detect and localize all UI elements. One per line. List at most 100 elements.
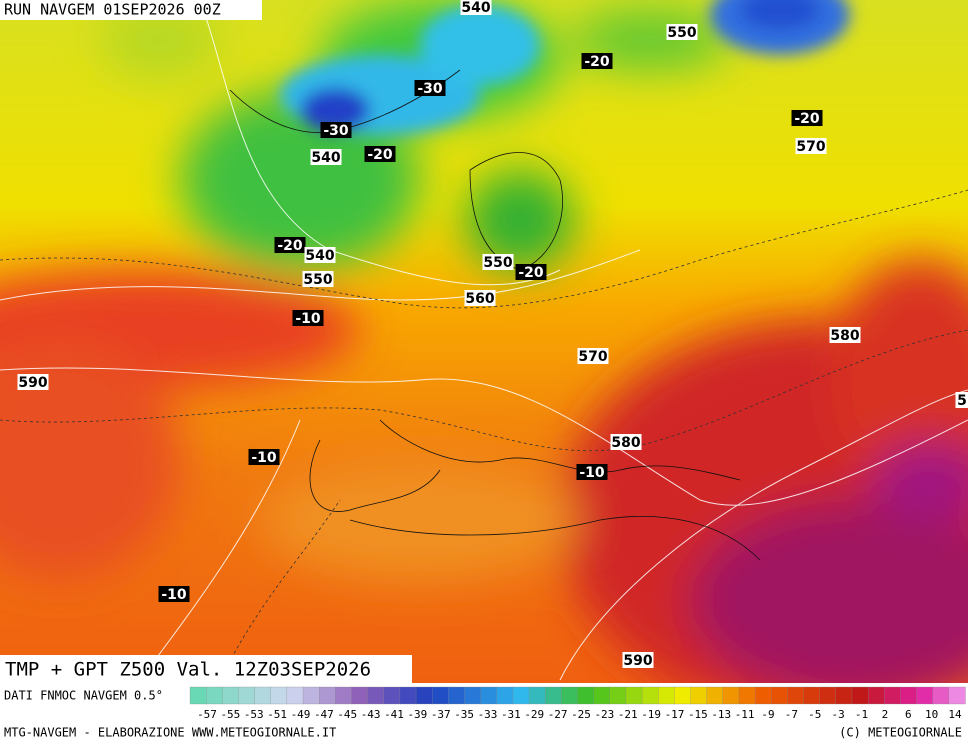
legend-swatch: [916, 686, 934, 705]
legend-tick-label: 2: [882, 708, 889, 721]
legend-swatch: [803, 686, 821, 705]
footer-left: MTG-NAVGEM - ELABORAZIONE WWW.METEOGIORN…: [4, 726, 336, 740]
legend-swatch: [867, 686, 885, 705]
legend-swatch: [545, 686, 563, 705]
legend-swatch: [658, 686, 676, 705]
contour-label: -20: [277, 238, 303, 254]
legend-swatch: [189, 686, 207, 705]
legend-swatch: [238, 686, 256, 705]
legend-swatch: [835, 686, 853, 705]
contour-label: 580: [611, 435, 640, 451]
legend-tick-label: -23: [594, 708, 614, 721]
legend-swatch: [738, 686, 756, 705]
contour-label: -20: [794, 111, 820, 127]
legend-swatch: [706, 686, 724, 705]
contour-label-box: [666, 24, 698, 40]
legend-tick-label: -45: [337, 708, 357, 721]
contour-label-box: [310, 149, 342, 165]
contour-label-box: [460, 0, 492, 15]
title-box: [0, 655, 412, 683]
legend-tick-label: 10: [925, 708, 938, 721]
legend-swatch: [464, 686, 482, 705]
legend-tick-label: -21: [618, 708, 638, 721]
legend-swatch: [383, 686, 401, 705]
contour-label-box: [581, 53, 613, 69]
contour-label-box: [320, 122, 352, 138]
contour-label-box: [482, 254, 514, 270]
legend-swatch: [448, 686, 466, 705]
legend-tick-label: -35: [454, 708, 474, 721]
legend-tick-label: -19: [641, 708, 661, 721]
footer-right: (C) METEOGIORNALE: [839, 726, 962, 740]
contour-label: -20: [367, 147, 393, 163]
contour-label-box: [17, 374, 49, 390]
contour-label: 570: [578, 349, 607, 365]
contour-label-box: [577, 348, 609, 364]
contour-label: 550: [303, 272, 332, 288]
legend-tick-label: 6: [905, 708, 912, 721]
legend-swatch: [205, 686, 223, 705]
legend-swatch: [609, 686, 627, 705]
legend-swatch: [480, 686, 498, 705]
legend-tick-label: -31: [501, 708, 521, 721]
legend-tick-label: -17: [665, 708, 685, 721]
contour-label: -10: [251, 450, 277, 466]
contour-label: 540: [305, 248, 334, 264]
contour-label-box: [292, 310, 324, 326]
legend-swatch: [884, 686, 902, 705]
legend-source: DATI FNMOC NAVGEM 0.5°: [4, 689, 163, 703]
contour-label: 580: [830, 328, 859, 344]
contour-label-box: [829, 327, 861, 343]
legend-swatch: [351, 686, 369, 705]
run-label: RUN NAVGEM 01SEP2026 00Z: [4, 1, 221, 19]
legend-tick-label: -25: [571, 708, 591, 721]
legend-tick-label: -3: [832, 708, 845, 721]
legend-swatch: [948, 686, 966, 705]
legend-swatch: [367, 686, 385, 705]
legend-swatch: [851, 686, 869, 705]
legend-swatch: [625, 686, 643, 705]
legend-tick-label: -37: [431, 708, 451, 721]
legend-tick-label: -29: [524, 708, 544, 721]
legend-swatch: [641, 686, 659, 705]
contour-label: -10: [161, 587, 187, 603]
legend-swatch: [561, 686, 579, 705]
contour-label: 550: [483, 255, 512, 271]
contour-label-box: [515, 264, 547, 280]
legend-swatch: [270, 686, 288, 705]
contour-label: 550: [667, 25, 696, 41]
legend-swatch: [302, 686, 320, 705]
legend-tick-label: -41: [384, 708, 404, 721]
contour-label: -20: [584, 54, 610, 70]
contour-label-box: [791, 110, 823, 126]
contour-label: -10: [579, 465, 605, 481]
legend-tick-label: -13: [711, 708, 731, 721]
legend-swatch: [932, 686, 950, 705]
legend-tick-label: -5: [808, 708, 821, 721]
legend-tick-label: -11: [735, 708, 755, 721]
legend-swatch: [254, 686, 272, 705]
legend-tick-label: -39: [407, 708, 427, 721]
contour-label-box: [414, 80, 446, 96]
legend-swatch: [286, 686, 304, 705]
contour-label: 560: [465, 291, 494, 307]
legend-swatch: [690, 686, 708, 705]
legend-swatch: [577, 686, 595, 705]
legend-tick-label: -49: [291, 708, 311, 721]
contour-label-box: [158, 586, 190, 602]
legend-swatch: [399, 686, 417, 705]
legend-swatch: [593, 686, 611, 705]
contour-label: 590: [623, 653, 652, 669]
contour-label-box: [464, 290, 496, 306]
legend-swatch: [335, 686, 353, 705]
legend-tick-label: -53: [244, 708, 264, 721]
contour-label: 540: [311, 150, 340, 166]
map-title: TMP + GPT Z500 Val. 12Z03SEP2026: [5, 659, 371, 681]
legend-swatch: [415, 686, 433, 705]
legend-tick-label: 14: [948, 708, 962, 721]
legend-tick-label: -43: [361, 708, 381, 721]
contour-label: -30: [323, 123, 349, 139]
legend-tick-label: -33: [478, 708, 498, 721]
legend-tick-label: -47: [314, 708, 334, 721]
contour-label-box: [364, 146, 396, 162]
